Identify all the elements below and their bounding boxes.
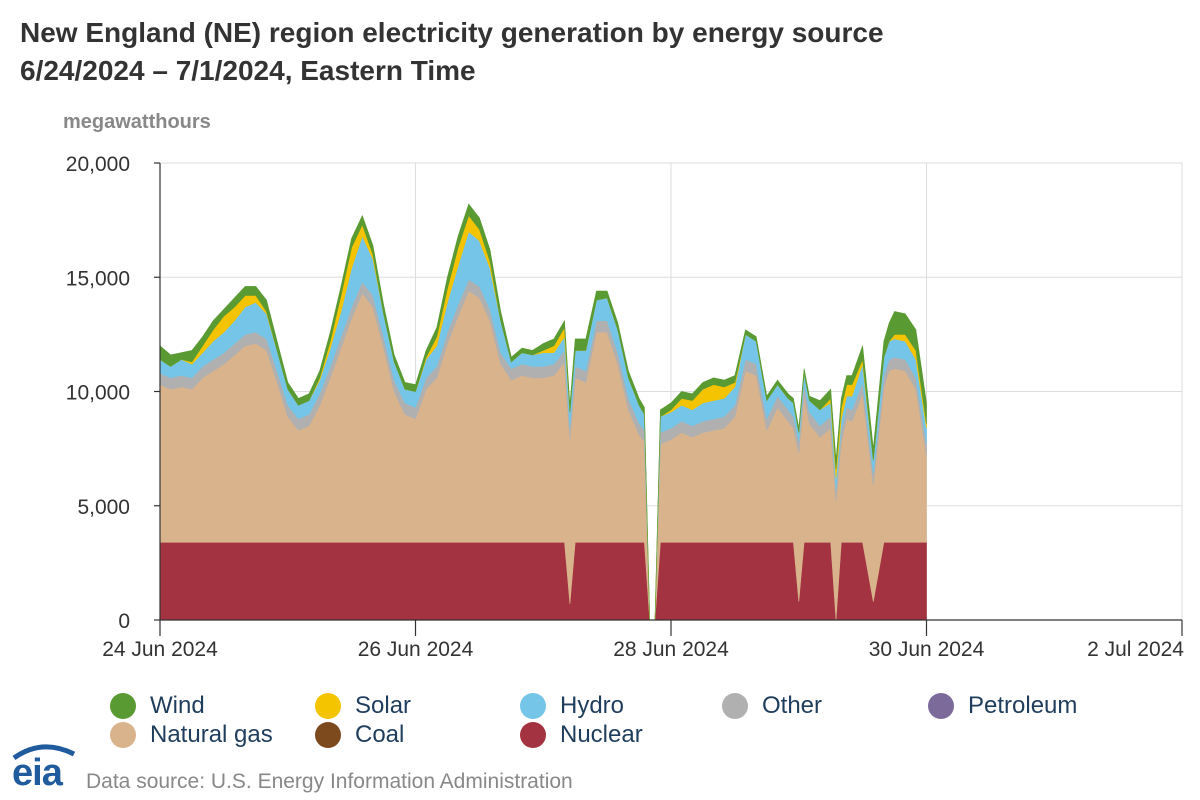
legend-item-coal[interactable]: Coal xyxy=(315,721,404,749)
series-areas xyxy=(159,203,927,621)
x-tick-label: 30 Jun 2024 xyxy=(869,638,985,661)
legend-label: Solar xyxy=(355,692,412,719)
chart-title-line1: New England (NE) region electricity gene… xyxy=(20,17,884,48)
footer: eia Data source: U.S. Energy Information… xyxy=(0,742,1200,800)
legend-swatch xyxy=(928,693,954,719)
legend-swatch xyxy=(110,693,136,719)
y-tick-label: 0 xyxy=(118,610,130,633)
legend-swatch xyxy=(520,722,546,748)
area-wind xyxy=(159,203,927,621)
legend-item-nuclear[interactable]: Nuclear xyxy=(520,721,643,749)
x-tick-label: 28 Jun 2024 xyxy=(613,638,729,661)
legend-swatch xyxy=(315,693,341,719)
legend-label: Wind xyxy=(150,692,205,719)
legend-swatch xyxy=(315,722,341,748)
y-tick-label: 20,000 xyxy=(66,153,130,176)
eia-logo-swoosh-icon xyxy=(12,744,76,761)
y-tick-label: 15,000 xyxy=(66,267,130,290)
legend-swatch xyxy=(110,722,136,748)
y-axis-unit-label: megawatthours xyxy=(63,111,211,133)
legend-label: Other xyxy=(762,692,823,719)
legend-item-solar[interactable]: Solar xyxy=(315,692,411,720)
axes xyxy=(154,162,1183,636)
legend-swatch xyxy=(722,693,748,719)
legend-item-wind[interactable]: Wind xyxy=(110,692,205,720)
area-nuclear xyxy=(159,542,927,621)
legend-item-natural-gas[interactable]: Natural gas xyxy=(110,721,273,749)
chart-title: New England (NE) region electricity gene… xyxy=(20,14,884,90)
legend-label: Petroleum xyxy=(968,692,1078,719)
y-tick-labels: 0 5,000 10,000 15,000 20,000 xyxy=(66,153,130,633)
stacked-area-chart: 0 5,000 10,000 15,000 20,000 24 Jun 2024 26 J… xyxy=(66,153,1185,661)
x-tick-label: 24 Jun 2024 xyxy=(102,638,218,661)
eia-logo-text: eia xyxy=(12,752,63,794)
y-tick-label: 10,000 xyxy=(66,382,130,405)
data-source: Data source: U.S. Energy Information Adm… xyxy=(86,770,573,793)
legend-swatch xyxy=(520,693,546,719)
y-tick-label: 5,000 xyxy=(77,496,130,519)
chart-title-line2: 6/24/2024 – 7/1/2024, Eastern Time xyxy=(20,55,476,86)
legend-label: Hydro xyxy=(560,692,625,719)
x-tick-labels: 24 Jun 2024 26 Jun 2024 28 Jun 2024 30 Jun … xyxy=(102,638,1184,661)
legend-label: Coal xyxy=(355,721,405,748)
legend-item-hydro[interactable]: Hydro xyxy=(520,692,624,720)
x-tick-label: 26 Jun 2024 xyxy=(358,638,474,661)
legend-item-other[interactable]: Other xyxy=(722,692,822,720)
legend-label: Nuclear xyxy=(560,721,643,748)
eia-logo: eia xyxy=(8,744,78,796)
x-tick-label: 2 Jul 2024 xyxy=(1087,638,1184,661)
legend-label: Natural gas xyxy=(150,721,273,748)
legend-item-petroleum[interactable]: Petroleum xyxy=(928,692,1077,720)
